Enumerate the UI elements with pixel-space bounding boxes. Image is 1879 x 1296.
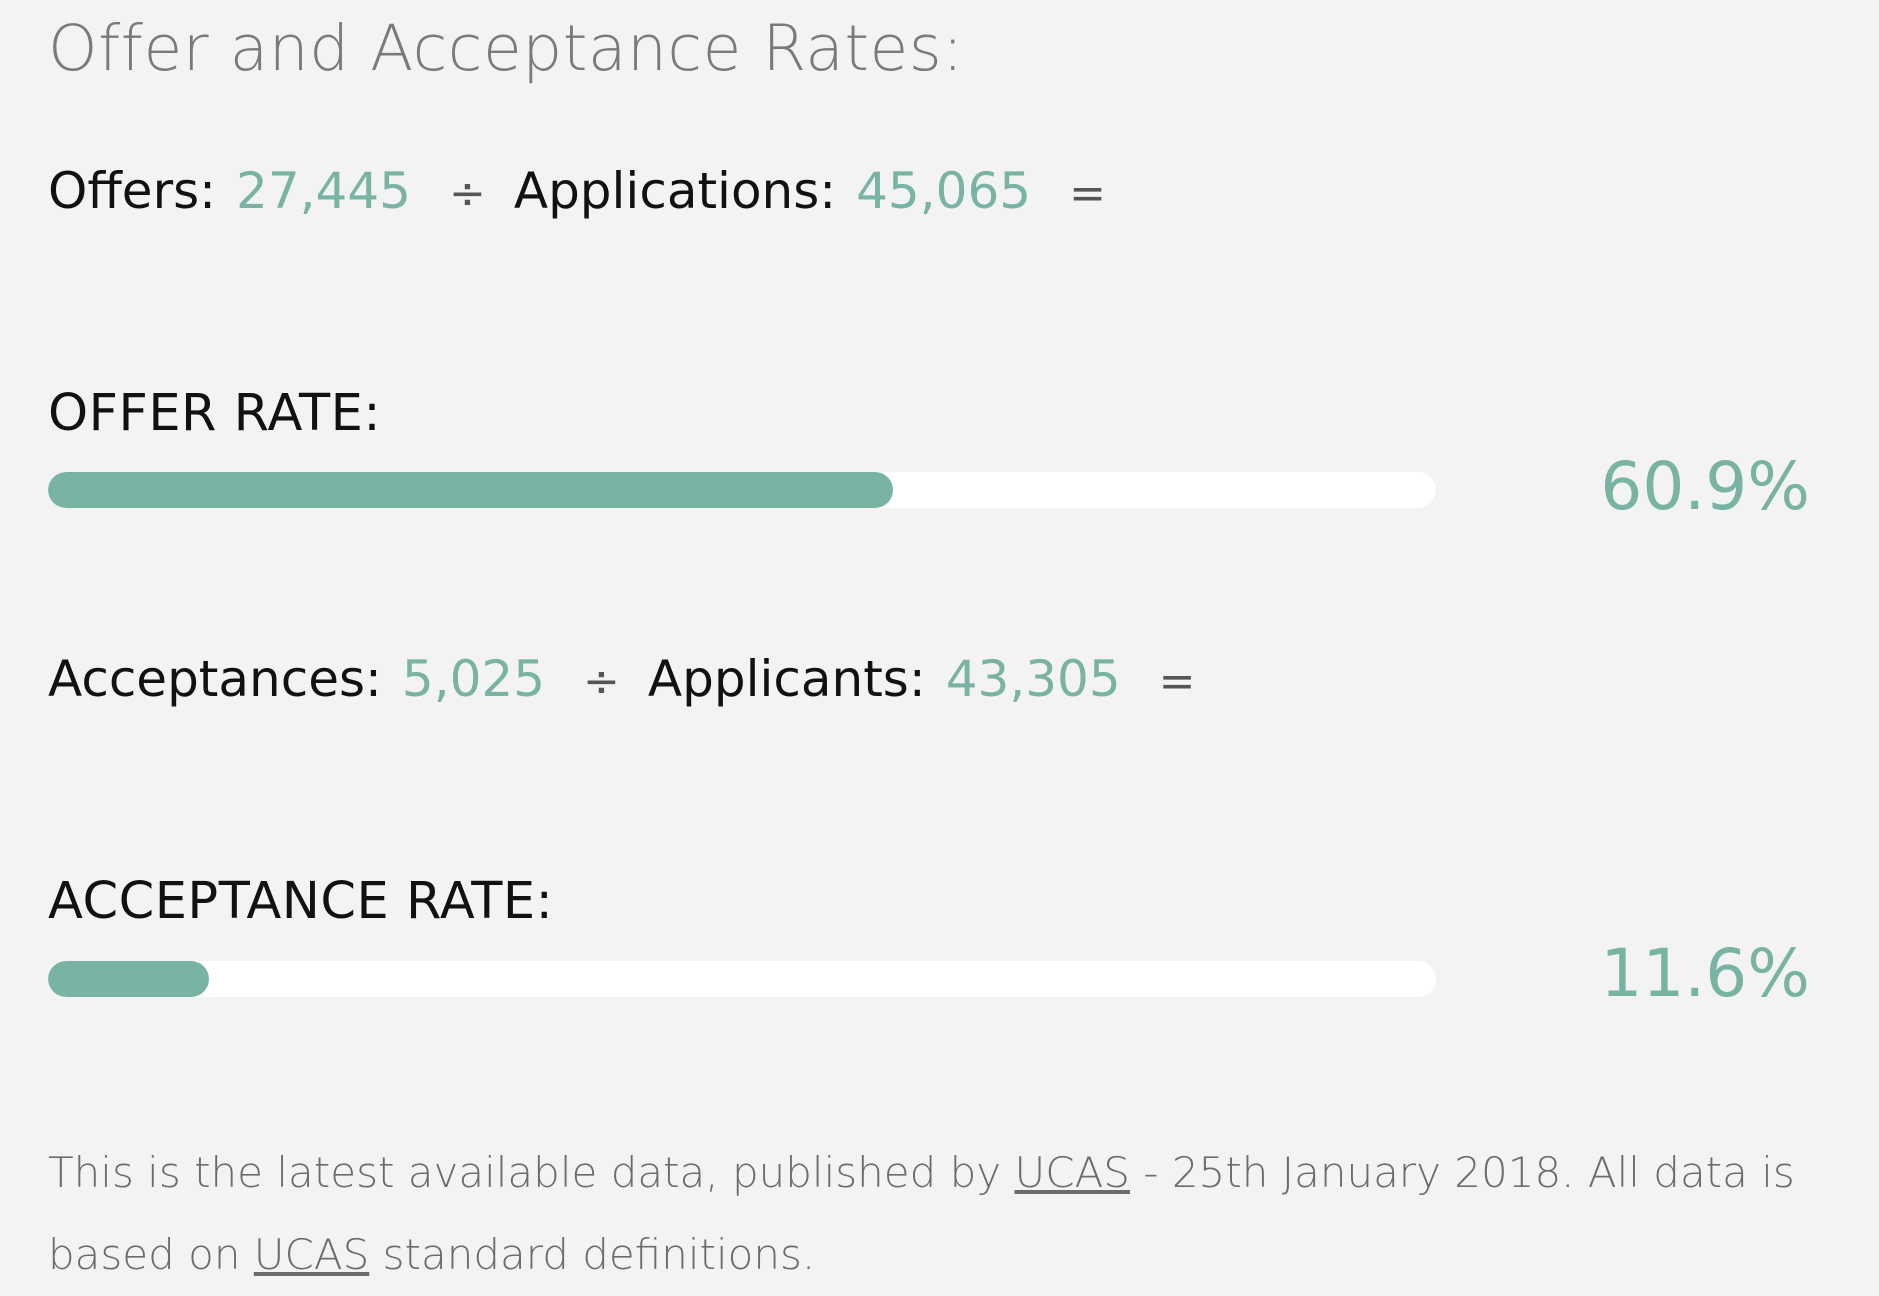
applicants-value: 43,305 — [945, 650, 1121, 708]
equals-operator: = — [1158, 656, 1196, 707]
acceptances-label: Acceptances: — [48, 650, 382, 708]
acceptances-value: 5,025 — [401, 650, 546, 708]
footnote-text: This is the latest available data, publi… — [48, 1148, 1015, 1197]
offers-value: 27,445 — [236, 162, 411, 220]
divide-operator: ÷ — [583, 656, 620, 707]
offers-label: Offers: — [48, 162, 217, 220]
applications-value: 45,065 — [856, 162, 1032, 220]
footnote-text: - 25th January 2018. All data is based o… — [48, 1148, 1795, 1279]
offers-formula: Offers: 27,445 ÷ Applications: 45,065 = — [48, 162, 1106, 220]
data-source-footnote: This is the latest available data, publi… — [48, 1132, 1838, 1296]
applicants-label: Applicants: — [647, 650, 926, 708]
offer-rate-bar-fill — [48, 472, 894, 508]
applications-label: Applications: — [513, 162, 837, 220]
offer-rate-value: 60.9% — [1600, 448, 1810, 525]
section-title: Offer and Acceptance Rates: — [48, 12, 964, 85]
acceptance-rate-value: 11.6% — [1600, 935, 1810, 1012]
equals-operator: = — [1069, 168, 1106, 219]
acceptances-formula: Acceptances: 5,025 ÷ Applicants: 43,305 … — [48, 650, 1196, 708]
ucas-definitions-link[interactable]: UCAS — [253, 1230, 370, 1279]
offer-rate-bar — [48, 472, 1436, 508]
acceptance-rate-bar-fill — [48, 961, 209, 997]
offer-rate-label: OFFER RATE: — [48, 384, 382, 443]
ucas-link[interactable]: UCAS — [1014, 1148, 1130, 1197]
acceptance-rate-label: ACCEPTANCE RATE: — [48, 872, 554, 931]
footnote-text: standard definitions. — [369, 1230, 816, 1279]
divide-operator: ÷ — [448, 168, 486, 219]
acceptance-rate-bar — [48, 961, 1436, 997]
